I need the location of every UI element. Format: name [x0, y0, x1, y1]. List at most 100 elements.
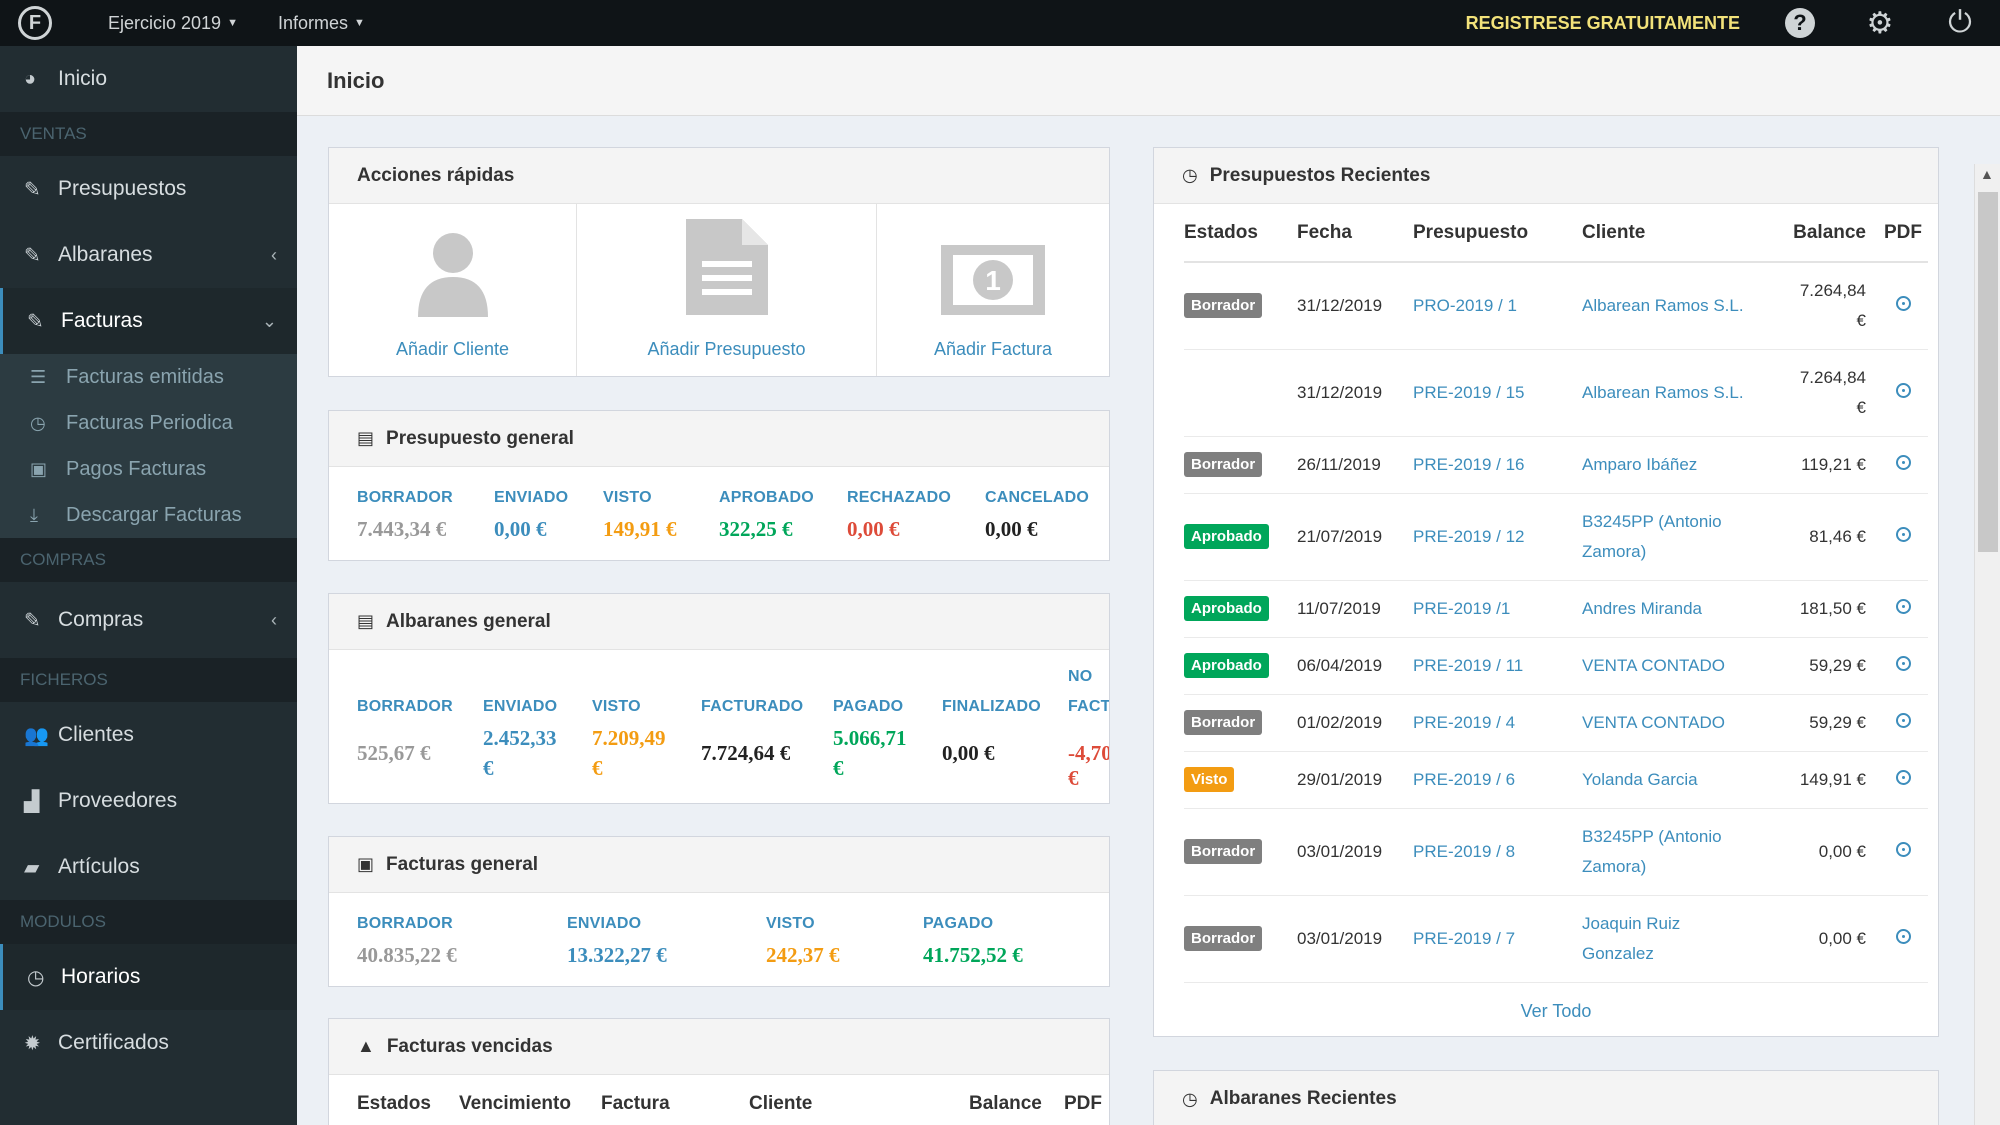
column-header[interactable]: Balance	[1778, 204, 1878, 263]
client-name-line: Amparo Ibáñez	[1582, 454, 1698, 474]
column-header[interactable]: Factura	[601, 1093, 670, 1114]
scroll-up-icon[interactable]: ▲	[1980, 166, 1994, 182]
clock-icon: ◷	[27, 966, 45, 989]
delivery-general-title: Albaranes general	[386, 610, 551, 632]
add-client-button[interactable]: Añadir Cliente	[329, 204, 577, 376]
column-header[interactable]: Fecha	[1297, 204, 1413, 263]
budget-link[interactable]: PRE-2019 / 11	[1413, 655, 1524, 675]
budget-link[interactable]: PRE-2019 / 7	[1413, 928, 1516, 948]
stat-value: 525,67 €	[357, 741, 431, 765]
stat-value: 7.209,49	[592, 726, 666, 750]
budget-link[interactable]: PRO-2019 / 1	[1413, 295, 1517, 315]
sidebar-subitem-facturas-periodica[interactable]: ◷ Facturas Periodica	[0, 400, 297, 446]
client-link[interactable]: Albarean Ramos S.L.	[1582, 296, 1744, 315]
document-icon	[685, 219, 768, 315]
balance-value: 7.264,84	[1799, 367, 1866, 387]
sidebar-item-clientes[interactable]: 👥 Clientes	[0, 702, 297, 768]
pdf-icon[interactable]	[1895, 655, 1911, 671]
pdf-icon[interactable]	[1895, 841, 1911, 857]
sidebar-subitem-pagos-facturas[interactable]: ▣ Pagos Facturas	[0, 446, 297, 492]
table-row[interactable]: Aprobado 21/07/2019 PRE-2019 / 12 B3245PP (…	[1184, 493, 1928, 581]
table-row[interactable]: Visto 29/01/2019 PRE-2019 / 6 Yolanda Garci…	[1184, 751, 1928, 809]
table-row[interactable]: Borrador 03/01/2019 PRE-2019 / 8 B3245PP (A…	[1184, 808, 1928, 896]
pdf-icon[interactable]	[1895, 295, 1911, 311]
sidebar-item-horarios[interactable]: ◷ Horarios	[0, 944, 297, 1010]
table-row[interactable]: Aprobado 06/04/2019 PRE-2019 / 11 VENTA CON…	[1184, 637, 1928, 695]
table-row[interactable]: Borrador 01/02/2019 PRE-2019 / 4 VENTA CONT…	[1184, 694, 1928, 752]
column-header[interactable]: Estados	[1184, 204, 1297, 263]
sidebar-submenu-facturas: ☰ Facturas emitidas ◷ Facturas Periodica ▣…	[0, 354, 297, 538]
content-scrollbar[interactable]: ▲	[1974, 164, 2000, 1125]
client-link[interactable]: B3245PP (Antonio Zamora)	[1582, 512, 1722, 561]
menu-year[interactable]: Ejercicio 2019 ▼	[108, 13, 238, 34]
budget-link[interactable]: PRE-2019 / 4	[1413, 712, 1516, 732]
column-header[interactable]: Balance	[969, 1093, 1042, 1114]
client-link[interactable]: Joaquin Ruiz Gonzalez	[1582, 914, 1680, 963]
column-header[interactable]: Vencimiento	[459, 1093, 571, 1114]
column-header[interactable]: Cliente	[1582, 204, 1778, 263]
settings-button[interactable]: ⚙	[1840, 0, 1920, 46]
budget-link[interactable]: PRE-2019 /1	[1413, 598, 1511, 618]
pdf-icon[interactable]	[1895, 454, 1911, 470]
logout-button[interactable]: ⏻	[1920, 0, 2000, 46]
client-link[interactable]: Andres Miranda	[1582, 599, 1702, 618]
budget-link[interactable]: PRE-2019 / 6	[1413, 769, 1516, 789]
table-row[interactable]: Borrador 03/01/2019 PRE-2019 / 7 Joaquin Ru…	[1184, 895, 1928, 983]
status-badge: Borrador	[1184, 926, 1263, 951]
sidebar-item-proveedores[interactable]: ▟ Proveedores	[0, 768, 297, 834]
recent-budgets-title: Presupuestos Recientes	[1209, 164, 1431, 186]
client-link[interactable]: VENTA CONTADO	[1582, 713, 1725, 732]
table-row[interactable]: Borrador 26/11/2019 PRE-2019 / 16 Amparo Ib…	[1184, 436, 1928, 494]
budget-link[interactable]: PRE-2019 / 8	[1413, 841, 1516, 861]
sidebar-item-label: Compras	[58, 608, 144, 631]
column-header[interactable]: Presupuesto	[1413, 204, 1582, 263]
sidebar-item-inicio[interactable]: ◕ Inicio	[0, 46, 297, 112]
client-link[interactable]: Yolanda Garcia	[1582, 770, 1698, 789]
budget-link[interactable]: PRE-2019 / 15	[1413, 382, 1525, 402]
client-link[interactable]: Amparo Ibáñez	[1582, 455, 1697, 474]
scrollbar-thumb[interactable]	[1978, 192, 1998, 552]
app-logo-icon[interactable]: F	[18, 6, 52, 40]
recent-budgets-table: Estados Fecha Presupuesto Cliente Balanc…	[1184, 204, 1928, 983]
pdf-icon[interactable]	[1895, 526, 1911, 542]
sidebar-item-presupuestos[interactable]: ✎ Presupuestos	[0, 156, 297, 222]
client-name-line: B3245PP (Antonio	[1582, 511, 1722, 531]
column-header[interactable]: PDF	[1064, 1093, 1102, 1114]
warning-icon: ▲	[357, 1036, 375, 1056]
register-link[interactable]: REGISTRESE GRATUITAMENTE	[1465, 12, 1740, 33]
table-row[interactable]: Aprobado 11/07/2019 PRE-2019 /1 Andres Mira…	[1184, 580, 1928, 638]
client-link[interactable]: B3245PP (Antonio Zamora)	[1582, 827, 1722, 876]
sidebar: ◕ Inicio VENTAS ✎ Presupuestos ✎ Albaranes ‹…	[0, 46, 297, 1125]
table-row[interactable]: 31/12/2019 PRE-2019 / 15 Albarean Ramos S.…	[1184, 349, 1928, 437]
sidebar-item-facturas[interactable]: ✎ Facturas ⌄	[0, 288, 297, 354]
pdf-icon[interactable]	[1895, 769, 1911, 785]
budget-link[interactable]: PRE-2019 / 12	[1413, 526, 1525, 546]
pdf-icon[interactable]	[1895, 928, 1911, 944]
client-link[interactable]: VENTA CONTADO	[1582, 656, 1725, 675]
column-header[interactable]: Cliente	[749, 1093, 813, 1114]
budget-link[interactable]: PRE-2019 / 16	[1413, 454, 1525, 474]
add-invoice-button[interactable]: 1 Añadir Factura	[877, 204, 1109, 376]
table-row[interactable]: Borrador 31/12/2019 PRO-2019 / 1 Albarean R…	[1184, 262, 1928, 350]
pdf-icon[interactable]	[1895, 712, 1911, 728]
balance-value: 59,29 €	[1809, 655, 1866, 675]
sidebar-header-ventas: VENTAS	[0, 112, 297, 156]
help-button[interactable]: ?	[1760, 0, 1840, 46]
pdf-icon[interactable]	[1895, 598, 1911, 614]
pdf-icon[interactable]	[1895, 382, 1911, 398]
sidebar-item-articulos[interactable]: ▰ Artículos	[0, 834, 297, 900]
add-budget-button[interactable]: Añadir Presupuesto	[577, 204, 877, 376]
column-header[interactable]: PDF	[1878, 204, 1928, 263]
sidebar-subitem-descargar-facturas[interactable]: ⤓ Descargar Facturas	[0, 492, 297, 538]
client-link[interactable]: Albarean Ramos S.L.	[1582, 383, 1744, 402]
see-all-link[interactable]: Ver Todo	[1520, 1001, 1592, 1021]
column-header[interactable]: Estados	[357, 1093, 431, 1114]
sidebar-item-albaranes[interactable]: ✎ Albaranes ‹	[0, 222, 297, 288]
stat-label: VISTO	[592, 698, 641, 715]
clock-icon: ◷	[30, 412, 46, 433]
edit-icon: ✎	[24, 244, 41, 267]
sidebar-subitem-facturas-emitidas[interactable]: ☰ Facturas emitidas	[0, 354, 297, 400]
sidebar-item-certificados[interactable]: ✹ Certificados	[0, 1010, 297, 1076]
sidebar-item-compras[interactable]: ✎ Compras ‹	[0, 582, 297, 658]
menu-reports[interactable]: Informes ▼	[278, 13, 365, 34]
